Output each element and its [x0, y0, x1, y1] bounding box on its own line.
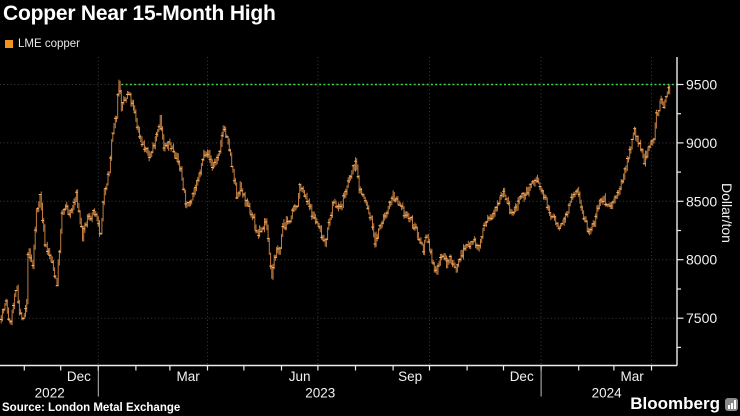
price-series: [0, 79, 671, 325]
bar-chart-icon: [725, 397, 738, 411]
legend-swatch-icon: [5, 40, 13, 48]
legend: LME copper: [5, 38, 80, 50]
year-label: 2024: [592, 386, 623, 401]
price-series-highlights: [0, 87, 670, 322]
y-tick-label: 9500: [686, 77, 717, 93]
bloomberg-wordmark: Bloomberg: [630, 394, 720, 413]
month-label: Dec: [67, 369, 91, 384]
month-label: Sep: [398, 369, 422, 384]
y-tick-label: 9000: [686, 135, 717, 151]
legend-label: LME copper: [18, 38, 81, 50]
bloomberg-logo: Bloomberg: [630, 394, 738, 414]
month-label: Dec: [510, 369, 534, 384]
month-label: Jun: [289, 369, 311, 384]
y-tick-label: 8000: [686, 252, 717, 268]
y-tick-label: 8500: [686, 193, 717, 209]
y-axis-title: Dollar/ton: [719, 183, 735, 243]
y-tick-label: 7500: [686, 310, 717, 326]
month-label: Mar: [620, 369, 644, 384]
year-label: 2022: [35, 386, 65, 401]
source-note: Source: London Metal Exchange: [2, 402, 181, 414]
month-label: Mar: [176, 369, 200, 384]
year-label: 2023: [305, 386, 335, 401]
chart-title: Copper Near 15-Month High: [3, 2, 276, 25]
